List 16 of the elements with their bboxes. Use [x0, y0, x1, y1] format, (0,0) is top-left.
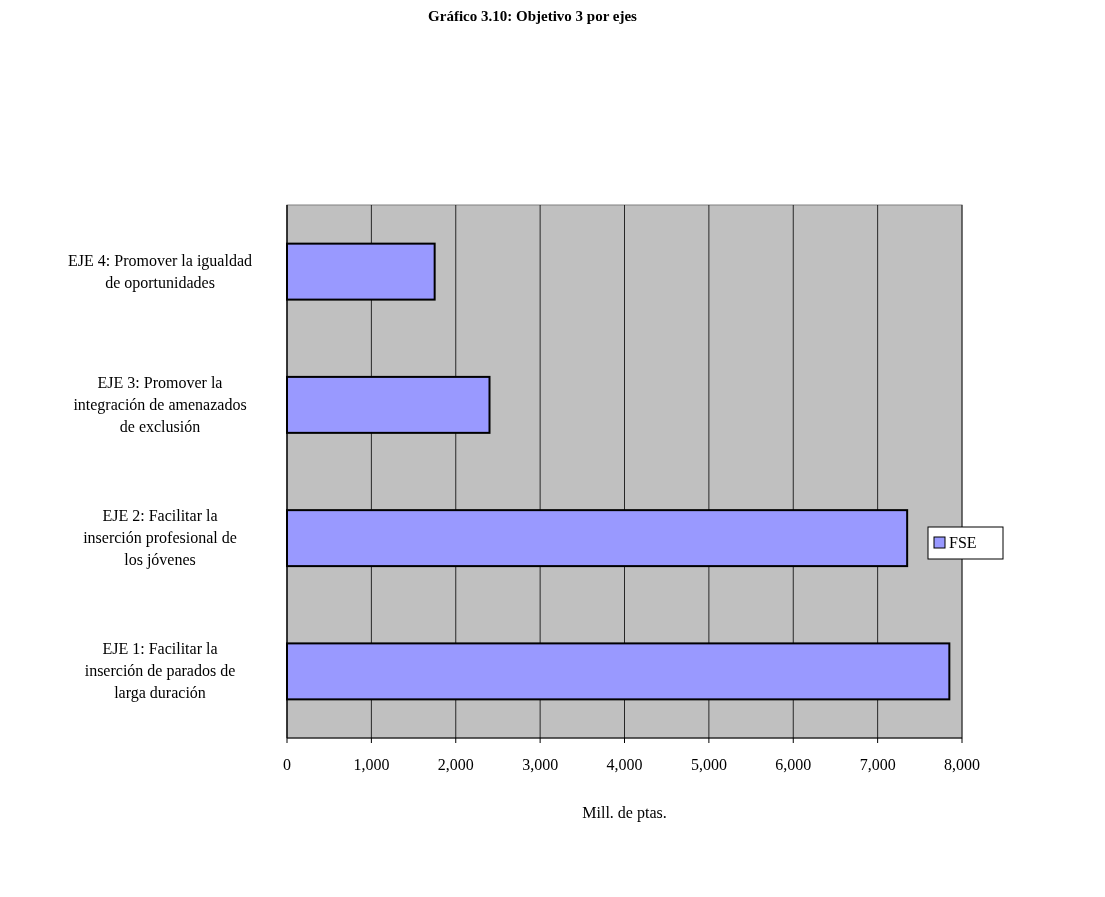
chart-title: Gráfico 3.10: Objetivo 3 por ejes: [428, 8, 638, 24]
x-tick-label: 4,000: [606, 756, 643, 773]
y-tick-label: EJE 2: Facilitar la inserción profesional de los jóvenes: [83, 507, 237, 570]
y-tick-label: EJE 4: Promover la igualdad de oportunidades: [68, 251, 252, 292]
x-tick-label: 6,000: [775, 756, 812, 773]
y-tick-label: EJE 1: Facilitar la inserción de parados de larga duración: [84, 640, 236, 703]
x-tick-label: 2,000: [437, 756, 474, 773]
x-axis-title: Mill. de ptas.: [582, 804, 667, 822]
x-tick-label: 0: [283, 756, 291, 773]
y-tick-label: EJE 3: Promover la integración de amenazados de exclusión: [73, 373, 247, 435]
x-tick-label: 8,000: [944, 756, 980, 773]
x-tick-label: 5,000: [690, 756, 727, 773]
x-tick-label: 1,000: [353, 756, 390, 773]
x-tick-label: 7,000: [859, 756, 896, 773]
legend-label: FSE: [949, 534, 977, 551]
x-tick-label: 3,000: [522, 756, 559, 773]
